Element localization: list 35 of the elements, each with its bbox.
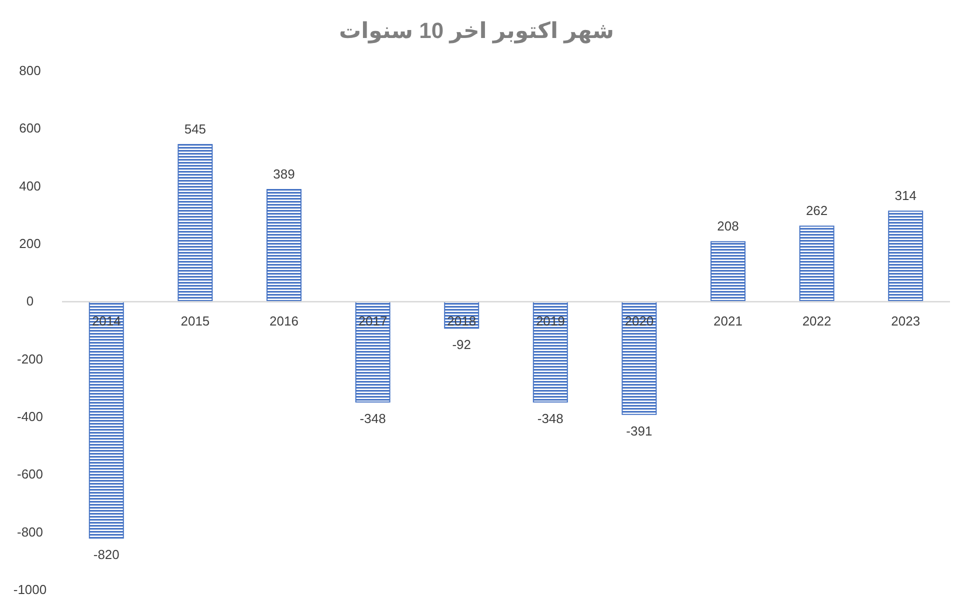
bar — [888, 210, 924, 302]
y-tick-label: 600 — [19, 120, 41, 136]
y-tick-label: -800 — [16, 524, 44, 540]
data-label: 545 — [184, 122, 206, 137]
data-label: -820 — [93, 547, 120, 562]
y-tick-label: -200 — [16, 351, 44, 366]
data-label: -92 — [452, 337, 471, 352]
x-tick-label: 2015 — [180, 314, 210, 329]
y-tick-label: 0 — [26, 294, 34, 309]
bar — [88, 301, 124, 539]
bar — [532, 301, 568, 403]
x-tick-label: 2023 — [891, 314, 920, 329]
x-tick-label: 2016 — [270, 314, 298, 329]
y-tick-label: 200 — [19, 236, 41, 251]
x-tick-label: 2022 — [802, 314, 832, 329]
x-tick-label: 2021 — [714, 314, 742, 329]
bar — [178, 144, 213, 302]
y-tick-label: -1000 — [13, 582, 47, 597]
y-tick-label: 400 — [19, 178, 41, 194]
y-tick-label: -600 — [16, 466, 44, 482]
bar — [266, 189, 302, 302]
bar — [710, 241, 746, 302]
bar — [355, 301, 390, 403]
data-label: -391 — [626, 423, 652, 438]
chart-title: شهر اكتوبر اخر 10 سنوات — [339, 18, 614, 44]
data-label: 314 — [894, 188, 916, 204]
data-label: 208 — [717, 218, 739, 234]
data-label: 389 — [273, 166, 295, 182]
data-label: -348 — [360, 411, 386, 426]
y-tick-label: -400 — [16, 409, 44, 424]
bar — [799, 226, 834, 302]
data-label: 262 — [806, 203, 828, 218]
y-tick-label: 800 — [19, 63, 41, 78]
bar — [622, 301, 657, 415]
data-label: -348 — [537, 411, 564, 426]
